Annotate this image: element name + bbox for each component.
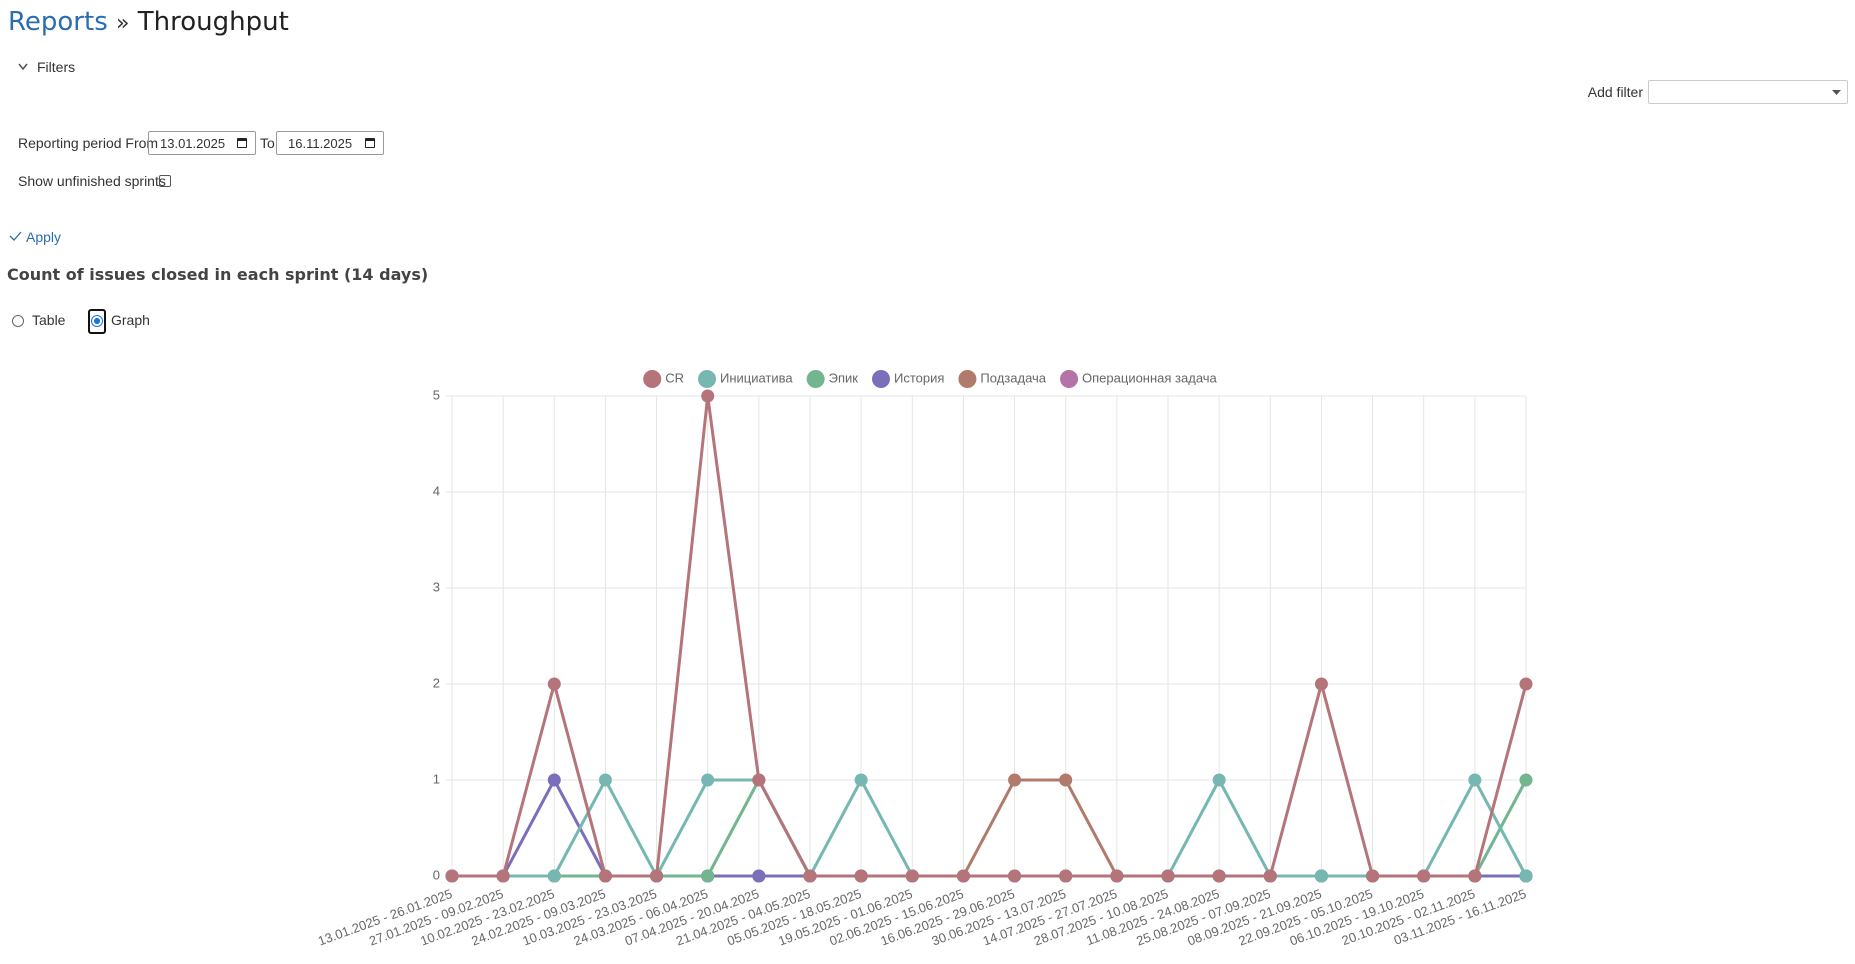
legend-item: Инициатива [698,370,793,388]
data-point [956,869,970,883]
data-point [752,869,766,883]
data-point [1110,869,1124,883]
legend-label: Инициатива [720,370,793,385]
data-point [598,773,612,787]
legend-item: Эпик [806,370,859,388]
y-tick-label: 1 [433,771,440,786]
legend-label: Эпик [829,370,859,385]
data-point [1366,869,1380,883]
y-tick-label: 4 [433,483,440,498]
add-filter-label: Add filter [1587,84,1643,100]
legend-swatch [806,370,825,388]
legend-swatch [1060,370,1079,388]
legend-label: История [894,370,944,385]
data-point [1212,869,1226,883]
legend-swatch [643,370,662,388]
data-point [1468,869,1482,883]
data-point [701,773,715,787]
legend-label: Подзадача [980,370,1046,385]
filters-toggle[interactable]: Filters [37,59,76,75]
data-point [547,773,561,787]
data-point [1008,773,1022,787]
data-point [1468,773,1482,787]
data-point [752,773,766,787]
breadcrumb-link[interactable]: Reports [8,7,108,37]
radio-graph-label[interactable]: Graph [111,312,150,328]
data-point [1059,773,1073,787]
period-from-label: Reporting period From [18,135,159,151]
legend-item: CR [643,370,684,388]
data-point [905,869,919,883]
series-line [452,395,1528,878]
page-title: Reports » Throughput [8,7,289,37]
data-point [701,389,715,403]
radio-table-label[interactable]: Table [32,312,66,328]
data-point [854,773,868,787]
legend-item: История [872,370,944,388]
data-point [1417,869,1431,883]
data-point [1263,869,1277,883]
data-point [1314,677,1328,691]
date-to[interactable]: 16.11.2025 [276,131,384,155]
legend-swatch [698,370,716,388]
date-to-value: 16.11.2025 [288,136,353,151]
apply-link[interactable]: Apply [26,229,62,245]
y-tick-label: 3 [433,579,440,594]
title: Throughput [137,7,289,37]
data-point [1008,869,1022,883]
data-point [650,869,664,883]
data-point [1519,869,1533,883]
data-point [1519,677,1533,691]
legend-swatch [958,370,977,388]
breadcrumb-separator: » [116,11,130,36]
period-to-label: To [260,135,275,151]
data-point [1059,869,1073,883]
data-point [547,677,561,691]
apply-icon [9,231,22,241]
data-point [701,869,715,883]
legend-item: Подзадача [958,370,1047,388]
data-point [445,869,459,883]
add-filter-select[interactable] [1648,80,1848,104]
y-tick-label: 2 [433,675,440,690]
date-from-value: 13.01.2025 [160,136,226,151]
y-tick-label: 0 [433,867,440,882]
date-from[interactable]: 13.01.2025 [148,131,256,155]
legend-label: Операционная задача [1082,370,1218,385]
radio-table[interactable] [12,315,24,327]
data-point [1519,773,1533,787]
radio-graph-focus [88,309,106,334]
radio-graph[interactable] [91,315,103,327]
data-point [1314,869,1328,883]
unfinished-checkbox[interactable] [159,175,171,187]
data-point [496,869,510,883]
unfinished-label: Show unfinished sprints [18,173,166,189]
report-heading: Count of issues closed in each sprint (1… [7,265,429,284]
data-point [1212,773,1226,787]
chevron [18,63,28,71]
legend-label: CR [665,370,684,385]
legend: CR Инициатива Эпик История Подзадача Операцио… [643,370,1218,388]
data-point [803,869,817,883]
data-point [547,869,561,883]
data-point [598,869,612,883]
data-point [1161,869,1175,883]
data-point [854,869,868,883]
y-tick-label: 5 [433,387,440,402]
legend-swatch [872,370,890,388]
legend-item: Операционная задача [1060,370,1218,388]
